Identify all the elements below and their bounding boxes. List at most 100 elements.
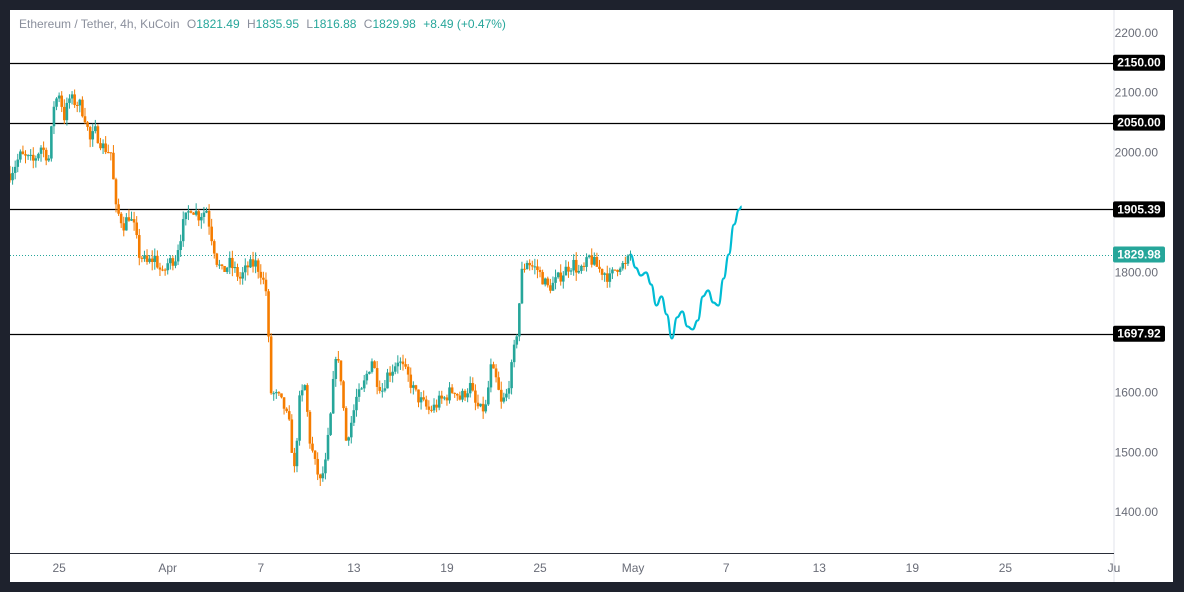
candle (68, 94, 71, 109)
level-price-label: 2050.00 (1113, 114, 1165, 131)
close-value: 1829.98 (372, 17, 416, 31)
price-tick-label: 1600.00 (1115, 385, 1159, 399)
candle (352, 404, 356, 427)
candle (168, 255, 172, 270)
low-value: 1816.88 (313, 17, 357, 31)
candle (608, 267, 612, 288)
candle (613, 269, 617, 271)
candle (414, 384, 418, 392)
candle (603, 272, 606, 282)
candle (489, 358, 493, 393)
candle (125, 213, 128, 231)
candle (132, 211, 136, 231)
candle (564, 260, 568, 276)
candle (598, 259, 601, 273)
candle (231, 250, 234, 277)
candle (275, 389, 278, 399)
projection-path[interactable] (629, 205, 743, 340)
candle (272, 391, 276, 401)
candle (88, 125, 92, 148)
candle (590, 248, 594, 268)
candle (106, 144, 110, 154)
candle (81, 96, 84, 118)
time-axis[interactable]: 25 Apr 7 13 19 25 May 7 13 19 25 Ju (52, 561, 1120, 575)
candle (140, 255, 144, 263)
candle (618, 266, 622, 275)
projection-layer (629, 205, 743, 340)
candle (60, 91, 64, 113)
candle (295, 437, 299, 473)
candle (484, 399, 488, 414)
candle (194, 203, 198, 217)
candle (512, 339, 516, 368)
candle (559, 264, 563, 286)
price-tick-label: 2100.00 (1115, 86, 1159, 100)
time-tick-label: 13 (813, 561, 827, 575)
candle (611, 267, 614, 280)
time-tick-label: 25 (52, 561, 66, 575)
candle (471, 377, 475, 392)
candle (360, 386, 363, 390)
time-tick-label: 19 (906, 561, 920, 575)
symbol-name[interactable]: Ethereum / Tether, 4h, KuCoin (19, 17, 180, 31)
time-tick-label: 13 (347, 561, 361, 575)
candle (241, 267, 244, 285)
candle (197, 209, 201, 227)
candle (176, 244, 180, 266)
level-price-label: 1697.92 (1113, 325, 1165, 342)
candle (321, 466, 325, 482)
candle (39, 145, 43, 162)
candle (282, 397, 286, 415)
candle (148, 255, 151, 264)
time-tick-label: 7 (723, 561, 730, 575)
candle (468, 376, 472, 398)
candle (101, 139, 105, 154)
candle (388, 366, 392, 383)
candle (130, 211, 133, 222)
candle (362, 374, 366, 393)
candle (179, 234, 182, 257)
candle (135, 216, 138, 239)
candle (424, 395, 428, 410)
candle (502, 392, 506, 404)
candle (42, 141, 45, 158)
candle (277, 391, 281, 396)
candle (520, 261, 524, 305)
candle (373, 360, 376, 369)
price-axis[interactable]: 1400.001500.001600.001700.001800.001900.… (1115, 26, 1159, 519)
time-tick-label: 25 (999, 561, 1013, 575)
candle (228, 251, 232, 275)
candle (458, 391, 462, 401)
time-tick-label: 25 (533, 561, 547, 575)
candle (582, 262, 586, 271)
candle (109, 152, 113, 161)
candle (326, 427, 330, 462)
candle (528, 259, 531, 271)
svg-text:1905.39: 1905.39 (1117, 202, 1161, 216)
candle (605, 265, 609, 288)
candle (450, 384, 454, 394)
candle (626, 254, 630, 266)
candle (114, 177, 118, 213)
candle (96, 124, 100, 144)
candle (236, 263, 239, 281)
candle (507, 380, 511, 400)
price-tick-label: 2000.00 (1115, 146, 1159, 160)
candle (50, 125, 53, 162)
candle (290, 414, 294, 454)
candle (150, 250, 154, 271)
level-price-label: 2150.00 (1113, 54, 1165, 71)
candle (569, 268, 573, 276)
candle (246, 261, 250, 276)
candle (200, 213, 203, 229)
candle (554, 269, 557, 290)
candle (153, 248, 157, 270)
price-tick-label: 1800.00 (1115, 266, 1159, 280)
price-chart[interactable]: 1400.001500.001600.001700.001800.001900.… (10, 10, 1173, 582)
candle (174, 255, 177, 269)
candle (381, 383, 384, 398)
candle (393, 362, 397, 375)
candle (427, 400, 431, 415)
candle (510, 359, 513, 395)
level-labels: 2150.00 2050.00 1905.39 1697.92 1829.98 (1113, 54, 1165, 342)
